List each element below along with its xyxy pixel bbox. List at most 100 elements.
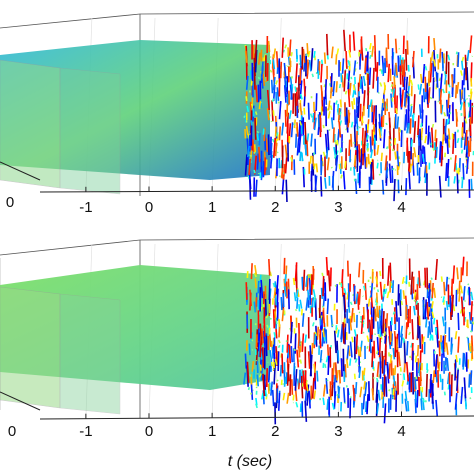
surface-spike — [263, 157, 267, 175]
surface-spike — [320, 63, 323, 83]
surface-spike — [405, 322, 408, 339]
surface-spike — [408, 75, 411, 87]
surface-spike — [320, 176, 323, 197]
surface-spike — [429, 334, 433, 341]
surface-spike — [456, 137, 460, 144]
surface-spike — [427, 326, 430, 338]
surface-spike — [275, 80, 279, 85]
surface-spike — [281, 122, 285, 136]
surface-spike — [348, 318, 351, 334]
surface-spike — [349, 396, 352, 399]
surface-spike — [368, 91, 371, 93]
surface-spike — [302, 48, 306, 63]
surface-spike — [298, 62, 301, 66]
surface-spike — [380, 152, 383, 162]
surface-spike — [346, 292, 350, 300]
surface-spike — [463, 353, 467, 367]
surface-spike — [468, 311, 472, 325]
surface-spike — [297, 333, 301, 349]
surface-spike — [394, 38, 398, 54]
surface-spike — [302, 166, 305, 188]
surface-spike — [408, 168, 411, 190]
surface-spike — [257, 332, 261, 352]
surface-spike — [352, 384, 356, 402]
surface-spike — [456, 81, 460, 94]
surface-spike — [250, 263, 253, 280]
surface-spike — [254, 179, 258, 197]
surface-spike — [335, 100, 338, 105]
surface-spike — [325, 355, 329, 363]
surface-spike — [349, 341, 353, 358]
surface-spike — [466, 50, 470, 62]
surface-spike — [424, 135, 428, 144]
surface-spike — [408, 372, 411, 390]
surface-spike — [349, 318, 353, 331]
surface-spike — [461, 179, 464, 189]
surface-spike — [404, 114, 407, 131]
surface-spike — [366, 394, 369, 415]
surface-spike — [425, 373, 428, 397]
surface-spike — [290, 122, 294, 138]
surface-spike — [296, 297, 299, 309]
surface-spike — [299, 121, 303, 126]
surface-spike — [357, 364, 360, 367]
surface-spike — [366, 345, 369, 349]
surface-spike — [308, 59, 312, 72]
surface-spike — [440, 276, 443, 282]
surface-spike — [380, 103, 384, 117]
surface-spike — [373, 137, 377, 145]
surface-spike — [283, 257, 286, 275]
surface-spike — [258, 373, 262, 378]
surface-spike — [362, 393, 366, 410]
surface-spike — [250, 382, 254, 400]
surface-spike — [298, 134, 302, 153]
surface-spike — [249, 289, 252, 307]
surface-spike — [349, 301, 353, 306]
surface-spike — [360, 148, 363, 169]
surface-spike — [324, 177, 327, 189]
surface-spike — [415, 376, 418, 380]
x-tick-label: 1 — [208, 199, 216, 216]
surface-spike — [454, 359, 457, 381]
surface-spike — [370, 281, 374, 298]
surface-spike — [353, 312, 356, 323]
surface-spike — [434, 354, 438, 375]
surface-spike — [286, 392, 290, 404]
surface-spike — [363, 150, 367, 169]
surface-spike — [260, 367, 264, 381]
surface-spike — [312, 289, 316, 298]
surface-spike — [369, 54, 372, 59]
surface-spike — [294, 86, 297, 92]
x-tick-label: 0 — [145, 423, 153, 440]
surface-spike — [343, 288, 347, 295]
surface-spike — [311, 297, 315, 308]
surface-spike — [456, 369, 459, 391]
surface-spike — [355, 334, 359, 355]
surface-spike — [364, 401, 368, 413]
surface-spike — [427, 87, 431, 103]
surface-spike — [446, 373, 450, 385]
surface-spike — [352, 31, 356, 51]
surface-spike — [402, 290, 406, 300]
surface-spike — [335, 327, 339, 334]
surface-spike — [246, 361, 250, 383]
surface-spike — [256, 130, 260, 134]
surface-spike — [372, 105, 376, 125]
surface-spike — [253, 169, 256, 174]
surface-spike — [313, 163, 316, 170]
surface-spike — [295, 289, 299, 299]
surface-spike — [292, 277, 296, 286]
surface-spike — [288, 344, 292, 364]
surface-spike — [302, 370, 306, 389]
surface-spike — [353, 125, 357, 148]
surface-spike — [430, 317, 433, 333]
surface-spike — [322, 276, 325, 297]
surface-spike — [300, 151, 304, 162]
surface-spike — [313, 334, 317, 345]
surface-spike — [440, 342, 444, 353]
surface-spike — [322, 151, 326, 157]
surface-spike — [343, 29, 346, 52]
surface-spike — [268, 303, 271, 314]
surface-spike — [420, 123, 423, 128]
surface-spike — [296, 349, 300, 368]
